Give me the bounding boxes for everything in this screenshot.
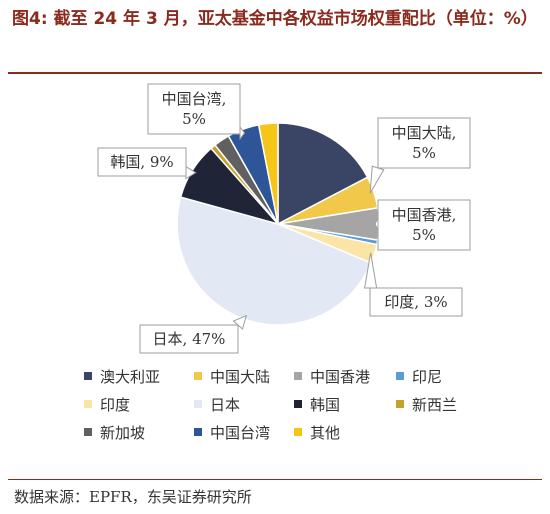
pie-slices (176, 122, 380, 326)
chart-legend: 澳大利亚 中国大陆 中国香港 印尼印度 日本 韩国 新西兰新加坡 中国台湾 其他 (84, 362, 504, 446)
legend-label: 日本 (210, 395, 241, 414)
legend-item: 新西兰 (396, 394, 496, 415)
legend-swatch (84, 428, 92, 436)
data-label: 中国香港, (392, 206, 457, 224)
legend-item: 其他 (294, 422, 396, 443)
legend-label: 印尼 (412, 367, 443, 386)
legend-label: 中国大陆 (210, 367, 271, 386)
legend-swatch (84, 400, 92, 408)
data-label: 日本, 47% (153, 330, 226, 348)
legend-row: 印度 日本 韩国 新西兰 (84, 390, 504, 418)
legend-item: 韩国 (294, 394, 396, 415)
callout-box (377, 117, 471, 169)
pie-slice (277, 122, 369, 226)
legend-label: 印度 (100, 395, 131, 414)
data-label: 中国大陆, (392, 124, 457, 142)
chart-title: 图4: 截至 24 年 3 月，亚太基金中各权益市场权重配比（单位：%） (12, 9, 538, 29)
data-label: 中国台湾, (162, 90, 227, 108)
legend-row: 新加坡 中国台湾 其他 (84, 418, 504, 446)
legend-swatch (194, 372, 202, 380)
data-label: 5% (182, 110, 206, 128)
legend-item: 澳大利亚 (84, 366, 194, 387)
legend-swatch (396, 372, 404, 380)
legend-swatch (194, 428, 202, 436)
callout-box (147, 83, 241, 135)
legend-item: 中国台湾 (194, 422, 294, 443)
legend-swatch (396, 400, 404, 408)
legend-label: 中国香港 (310, 367, 371, 386)
legend-swatch (84, 372, 92, 380)
data-label: 5% (412, 144, 436, 162)
source-note: 数据来源：EPFR，东吴证券研究所 (14, 488, 252, 506)
legend-label: 韩国 (310, 395, 341, 414)
legend-swatch (294, 372, 302, 380)
callout-box (139, 324, 239, 354)
legend-label: 中国台湾 (210, 423, 271, 442)
pie-slice (257, 122, 279, 225)
legend-item: 中国大陆 (194, 366, 294, 387)
callout-pointer (369, 165, 385, 194)
legend-item: 印尼 (396, 366, 496, 387)
callout-box (97, 147, 187, 177)
legend-swatch (294, 400, 302, 408)
legend-swatch (294, 428, 302, 436)
pie-chart: 中国台湾, 5% 中国大陆, 5% 韩国, 9% 中国香港, 5% 印度, 3% 日本, 47% (97, 83, 471, 354)
legend-item: 新加坡 (84, 422, 194, 443)
data-label: 5% (412, 226, 436, 244)
legend-item: 中国香港 (294, 366, 396, 387)
legend-item: 日本 (194, 394, 294, 415)
pie-callouts: 中国台湾, 5% 中国大陆, 5% 韩国, 9% 中国香港, 5% 印度, 3% 日本, 47% (97, 83, 471, 354)
legend-label: 澳大利亚 (100, 367, 161, 386)
data-label: 印度, 3% (384, 293, 447, 311)
legend-label: 新西兰 (412, 395, 458, 414)
data-label: 韩国, 9% (110, 153, 173, 171)
legend-row: 澳大利亚 中国大陆 中国香港 印尼 (84, 362, 504, 390)
legend-label: 新加坡 (100, 423, 146, 442)
title-divider (8, 72, 542, 74)
callout-box (377, 199, 471, 251)
legend-label: 其他 (310, 423, 341, 442)
source-divider (8, 479, 542, 480)
legend-swatch (194, 400, 202, 408)
callout-box (369, 287, 463, 317)
legend-item: 印度 (84, 394, 194, 415)
